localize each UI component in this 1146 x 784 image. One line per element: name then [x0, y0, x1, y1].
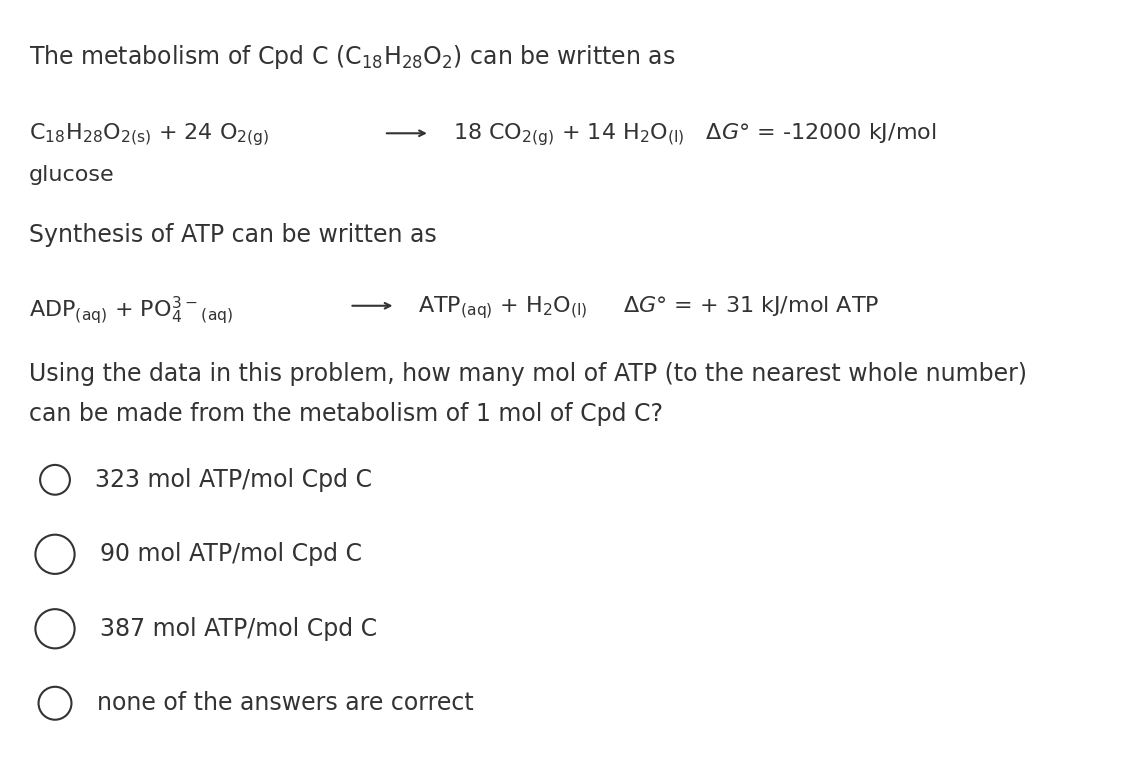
Text: $\mathregular{C_{18}H_{28}O_{2(s)}}$ + 24 $\mathregular{O_{2(g)}}$: $\mathregular{C_{18}H_{28}O_{2(s)}}$ + 2… — [29, 122, 269, 148]
Text: 90 mol ATP/mol Cpd C: 90 mol ATP/mol Cpd C — [100, 543, 362, 566]
Text: can be made from the metabolism of 1 mol of Cpd C?: can be made from the metabolism of 1 mol… — [29, 402, 662, 426]
Text: The metabolism of Cpd C ($\mathregular{C_{18}H_{28}O_2}$) can be written as: The metabolism of Cpd C ($\mathregular{C… — [29, 43, 675, 71]
Text: ATP$\mathregular{_{(aq)}}$ + $\mathregular{H_2O_{(l)}}$     $\Delta G°$ = + 31 k: ATP$\mathregular{_{(aq)}}$ + $\mathregul… — [418, 294, 880, 321]
Text: none of the answers are correct: none of the answers are correct — [96, 691, 473, 715]
Text: 387 mol ATP/mol Cpd C: 387 mol ATP/mol Cpd C — [100, 617, 377, 641]
Text: 18 $\mathregular{CO_{2(g)}}$ + 14 $\mathregular{H_2O_{(l)}}$   $\Delta G°$ = -12: 18 $\mathregular{CO_{2(g)}}$ + 14 $\math… — [453, 122, 936, 148]
Text: ADP$\mathregular{_{(aq)}}$ + $\mathregular{PO_4^{3-}}$$\mathregular{_{(aq)}}$: ADP$\mathregular{_{(aq)}}$ + $\mathregul… — [29, 294, 233, 326]
Text: Synthesis of ATP can be written as: Synthesis of ATP can be written as — [29, 223, 437, 248]
Text: 323 mol ATP/mol Cpd C: 323 mol ATP/mol Cpd C — [95, 468, 372, 492]
Text: glucose: glucose — [29, 165, 115, 185]
Text: Using the data in this problem, how many mol of ATP (to the nearest whole number: Using the data in this problem, how many… — [29, 362, 1027, 387]
